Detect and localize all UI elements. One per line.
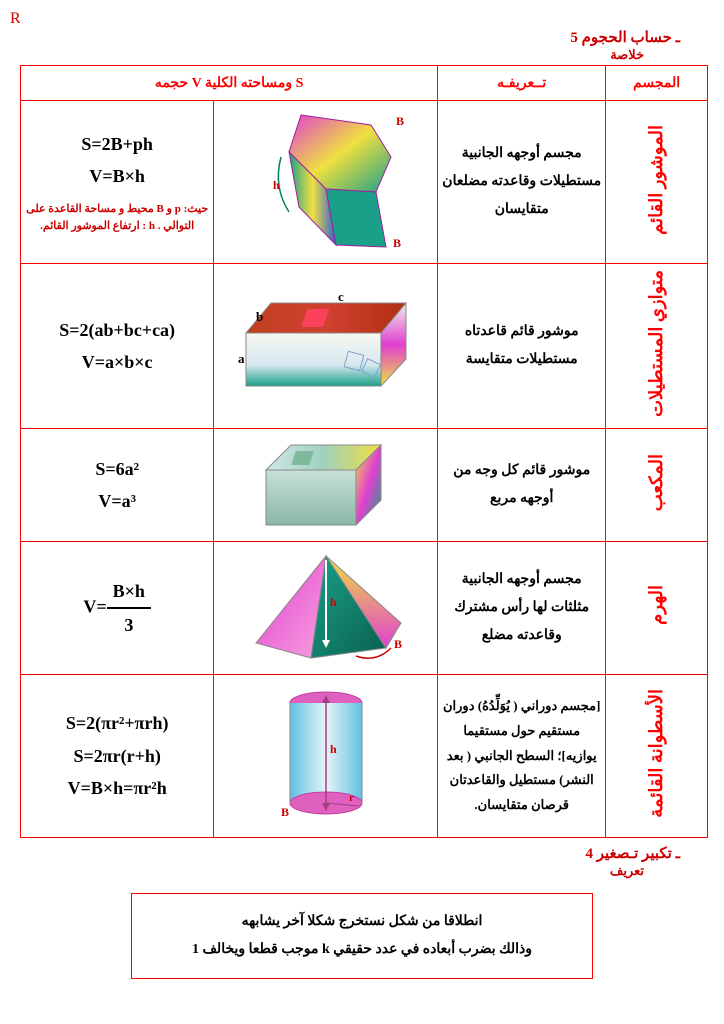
pyramid-label-h: h (330, 595, 337, 609)
prism-label-b2: B (393, 236, 401, 250)
scaling-line1: انطلاقا من شكل نستخرج شكلا آخر يشابهه (142, 908, 582, 936)
cylinder-label-b: B (281, 805, 289, 819)
pyramid-definition: مجسم أوجهه الجانبية مثلثات لها رأس مشترك… (438, 541, 606, 674)
prism-name-cell: الموشور القائم (606, 101, 708, 264)
cylinder-f2: S=2πr(r+h) (25, 740, 209, 772)
cylinder-formula: S=2(πr²+πrh) S=2πr(r+h) V=B×h=πr²h (21, 674, 214, 837)
pyramid-name: الهرم (646, 585, 668, 625)
prism-label-b1: B (396, 114, 404, 128)
pyramid-name-cell: الهرم (606, 541, 708, 674)
cube-name: المكعب (646, 454, 668, 511)
cube-image (214, 428, 438, 541)
prism-f1: S=2B+ph (25, 128, 209, 160)
cuboid-definition: موشور قائم قاعدتاه مستطيلات متقايسة (438, 264, 606, 429)
cuboid-name: متوازي المستطيلات (646, 270, 668, 417)
pyramid-label-b: B (394, 637, 402, 651)
volumes-table: حجمه V ومساحته الكلية S تــعريفـه المجسم… (20, 65, 708, 838)
corner-letter: R (10, 10, 21, 28)
cuboid-f2: V=a×b×c (25, 346, 209, 378)
cuboid-image: a b c (214, 264, 438, 429)
cube-formula: S=6a² V=a³ (21, 428, 214, 541)
prism-name: الموشور القائم (646, 125, 668, 235)
cube-name-cell: المكعب (606, 428, 708, 541)
table-row: V=B×h3 h B مجسم أوجهه الجانبية مثلثات له… (21, 541, 708, 674)
pyramid-f-pre: V= (83, 596, 106, 616)
prism-formula: S=2B+ph V=B×h حيث: p و B محيط و مساحة ال… (21, 101, 214, 264)
header-definition: تــعريفـه (438, 66, 606, 101)
scaling-title: 4 ـ تكبير تـصغير (20, 844, 680, 863)
cylinder-label-h: h (330, 742, 337, 756)
scaling-sub: تعريف (20, 863, 644, 879)
cuboid-formula: S=2(ab+bc+ca) V=a×b×c (21, 264, 214, 429)
cuboid-f1: S=2(ab+bc+ca) (25, 314, 209, 346)
cylinder-f3: V=B×h=πr²h (25, 772, 209, 804)
pyramid-f-num: B×h (107, 575, 151, 609)
cylinder-definition: [مجسم دوراني ( يُوَلِّدُهُ) دوران مستقيم… (438, 674, 606, 837)
scaling-line2: وذالك بضرب أبعاده في عدد حقيقي k موجب قط… (142, 936, 582, 964)
prism-image: B B h (214, 101, 438, 264)
header-formula: حجمه V ومساحته الكلية S (21, 66, 438, 101)
pyramid-formula: V=B×h3 (21, 541, 214, 674)
pyramid-image: h B (214, 541, 438, 674)
prism-note: حيث: p و B محيط و مساحة القاعدة على التو… (25, 201, 209, 236)
table-row: S=2B+ph V=B×h حيث: p و B محيط و مساحة ال… (21, 101, 708, 264)
cuboid-name-cell: متوازي المستطيلات (606, 264, 708, 429)
cube-f2: V=a³ (25, 485, 209, 517)
scaling-box: انطلاقا من شكل نستخرج شكلا آخر يشابهه وذ… (131, 893, 593, 979)
cylinder-label-r: r (349, 792, 354, 804)
cuboid-label-c: c (338, 291, 344, 304)
section-subtitle: خلاصة (20, 47, 644, 63)
table-row: S=2(πr²+πrh) S=2πr(r+h) V=B×h=πr²h h B r… (21, 674, 708, 837)
table-header-row: حجمه V ومساحته الكلية S تــعريفـه المجسم (21, 66, 708, 101)
section-title: 5 ـ حساب الحجوم (20, 28, 680, 47)
table-row: S=2(ab+bc+ca) V=a×b×c a b c موشور قائم ق… (21, 264, 708, 429)
prism-definition: مجسم أوجهه الجانبية مستطيلات وقاعدته مضل… (438, 101, 606, 264)
header-shape: المجسم (606, 66, 708, 101)
cuboid-label-a: a (238, 351, 245, 366)
cylinder-name-cell: الأسطوانة القائمة (606, 674, 708, 837)
pyramid-f-den: 3 (107, 609, 151, 641)
table-row: S=6a² V=a³ موشور قائم كل وجه من أوجهه مر… (21, 428, 708, 541)
cuboid-label-b: b (256, 309, 263, 324)
cylinder-name: الأسطوانة القائمة (646, 689, 668, 818)
cube-f1: S=6a² (25, 453, 209, 485)
cube-definition: موشور قائم كل وجه من أوجهه مربع (438, 428, 606, 541)
prism-label-h: h (273, 178, 280, 192)
cylinder-f1: S=2(πr²+πrh) (25, 707, 209, 739)
prism-f2: V=B×h (25, 160, 209, 192)
cylinder-image: h B r (214, 674, 438, 837)
